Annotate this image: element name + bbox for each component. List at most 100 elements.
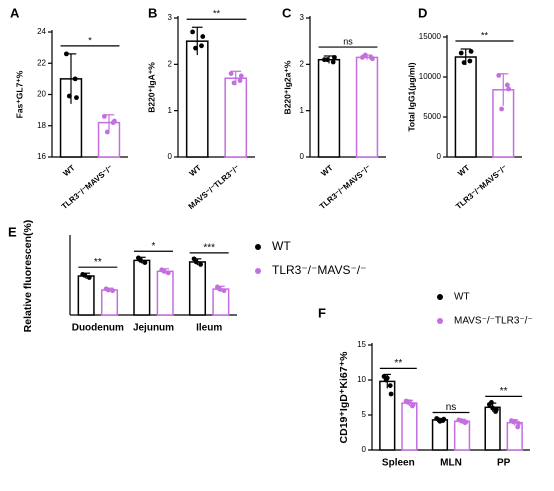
legend-marker: [437, 294, 443, 300]
data-point: [388, 391, 394, 397]
data-point: [441, 416, 447, 422]
data-point: [112, 118, 117, 124]
bar: [317, 58, 341, 158]
significance-label: **: [394, 358, 402, 369]
y-tick-label: 16: [37, 152, 46, 161]
data-point: [387, 383, 393, 388]
bar: [156, 270, 174, 316]
legend-marker: [255, 268, 261, 274]
y-tick-label: 2: [168, 59, 173, 68]
significance-label: **: [94, 257, 102, 268]
significance-label: **: [500, 386, 508, 397]
y-tick-label: 22: [37, 58, 46, 67]
data-point: [198, 262, 203, 267]
significance-label: ns: [343, 36, 353, 46]
x-tick-label: Jejunum: [133, 323, 174, 334]
y-tick-label: 0: [362, 445, 367, 454]
data-point: [490, 405, 496, 411]
y-tick-label: 3: [300, 13, 305, 22]
data-point: [330, 59, 336, 65]
bar: [224, 77, 248, 158]
data-point: [102, 113, 107, 119]
data-point: [82, 272, 88, 278]
data-point: [499, 106, 504, 112]
bar: [185, 40, 209, 158]
data-point: [221, 288, 227, 294]
data-point: [161, 268, 167, 274]
y-tick-label: 0: [437, 152, 442, 161]
bar: [484, 406, 501, 451]
data-point: [165, 270, 171, 276]
legend-label: MAVS⁻/⁻TLR3⁻/⁻: [454, 316, 533, 327]
data-point: [468, 49, 474, 54]
data-point: [461, 60, 467, 65]
data-point: [504, 82, 510, 88]
bar: [401, 402, 418, 451]
data-point: [217, 286, 223, 292]
data-point: [105, 287, 111, 293]
data-point: [104, 129, 110, 135]
legend-marker: [255, 244, 261, 250]
x-tick-label: WT: [319, 163, 334, 178]
x-tick-label: WT: [188, 163, 203, 178]
x-tick-label: PP: [497, 458, 511, 469]
y-tick-label: 0: [300, 152, 305, 161]
data-point: [142, 260, 148, 265]
data-point: [516, 421, 521, 426]
bar: [379, 380, 396, 451]
bar: [453, 420, 471, 451]
significance-label: **: [213, 9, 221, 19]
data-point: [66, 93, 72, 99]
significance-label: ns: [446, 402, 457, 413]
y-tick-label: 5000: [423, 112, 441, 121]
data-point: [238, 73, 244, 79]
panel-label: F: [318, 305, 326, 320]
bar: [133, 259, 151, 316]
bar: [77, 275, 95, 316]
y-axis-label: Relative fluorescen(%): [22, 220, 34, 333]
data-point: [496, 73, 502, 78]
data-point: [494, 407, 499, 412]
y-axis-label: B220⁺IgA⁺%: [146, 62, 156, 113]
y-tick-label: 18: [37, 121, 46, 130]
y-tick-label: 10: [357, 375, 366, 384]
data-point: [458, 50, 464, 56]
significance-label: **: [481, 30, 489, 40]
data-point: [193, 259, 199, 265]
y-tick-label: 15: [357, 340, 366, 349]
data-point: [237, 78, 243, 83]
y-axis-label: B220⁺Ig2a⁺%: [282, 60, 292, 114]
data-point: [193, 45, 198, 51]
panel-label: D: [418, 5, 427, 20]
data-point: [463, 419, 469, 425]
y-tick-label: 10000: [419, 72, 442, 81]
panel-label: E: [8, 224, 17, 239]
data-point: [86, 275, 92, 280]
data-point: [332, 54, 337, 60]
x-tick-label: Ileum: [196, 323, 222, 334]
data-point: [506, 86, 512, 92]
panel-label: C: [282, 5, 292, 20]
data-point: [410, 402, 416, 407]
data-point: [324, 57, 330, 63]
data-point: [64, 51, 69, 57]
significance-label: *: [88, 35, 92, 45]
y-tick-label: 15000: [419, 32, 442, 41]
panel-label: A: [10, 5, 20, 20]
y-axis-label: CD19⁺IgD⁺Ki67⁺%: [338, 351, 350, 444]
data-point: [512, 418, 518, 424]
data-point: [228, 71, 234, 76]
bar: [431, 419, 449, 451]
data-point: [384, 375, 390, 381]
data-point: [231, 80, 237, 86]
legend-label: WT: [272, 239, 291, 253]
data-point: [72, 76, 78, 82]
bar: [212, 288, 230, 316]
data-point: [437, 418, 443, 424]
legend-label: TLR3⁻/⁻MAVS⁻/⁻: [272, 263, 366, 277]
x-tick-label: Spleen: [382, 458, 415, 469]
x-tick-label: WT: [456, 163, 471, 178]
data-point: [362, 52, 368, 58]
bar: [188, 261, 207, 316]
